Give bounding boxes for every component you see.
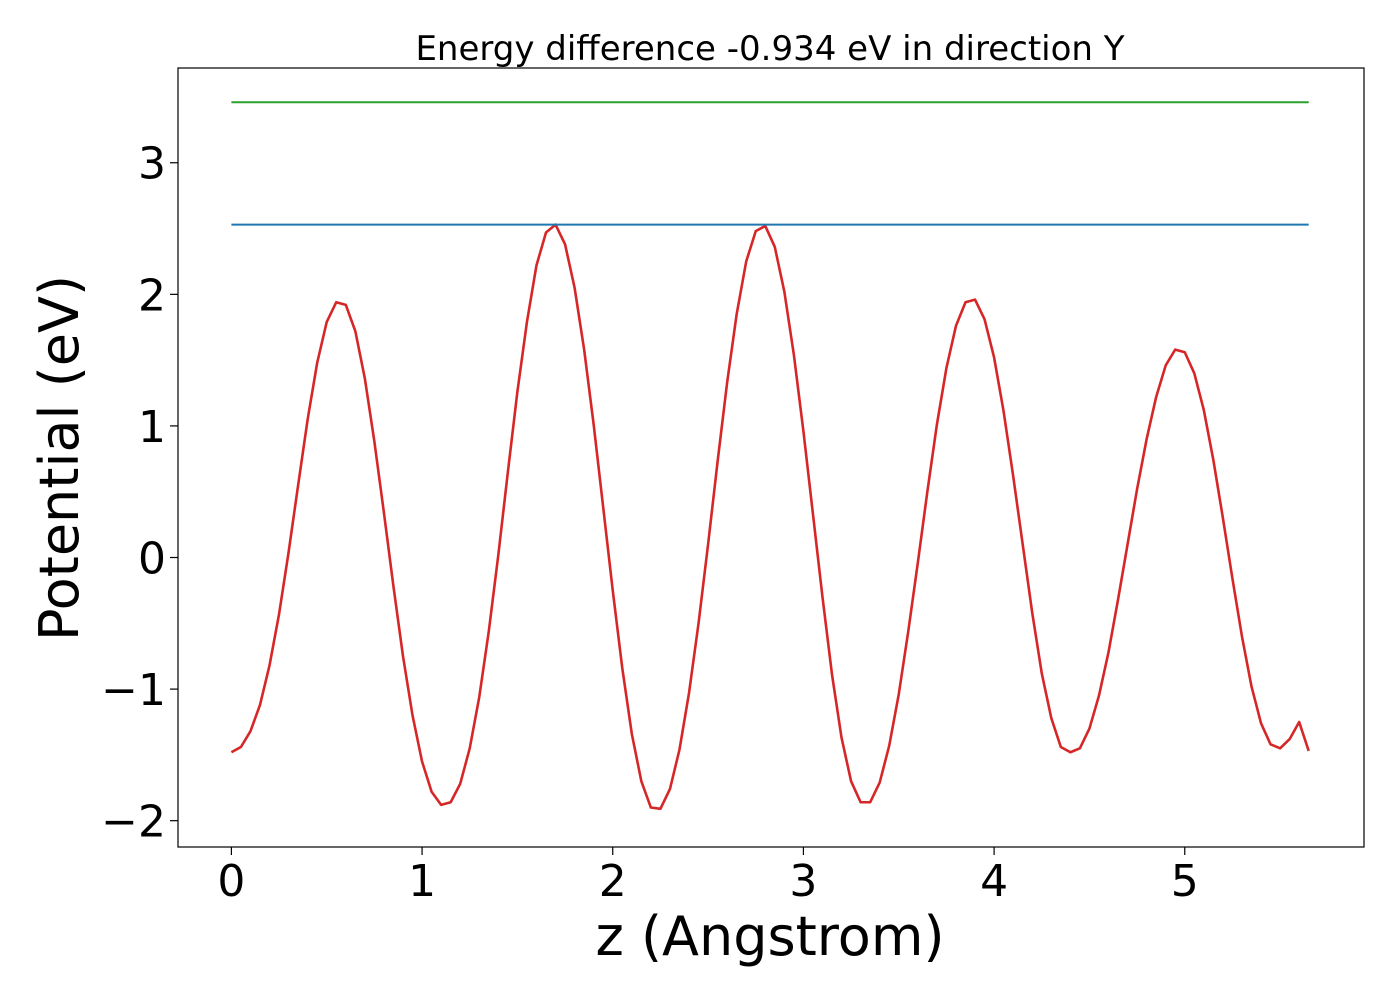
x-axis-ticks: 0 1 2 3 4 5 bbox=[217, 847, 1199, 907]
series-line-0 bbox=[230, 223, 1310, 811]
x-tick-label: 1 bbox=[408, 856, 436, 907]
y-tick-label: 1 bbox=[138, 402, 166, 453]
chart-title: Energy difference -0.934 eV in direction… bbox=[415, 29, 1124, 69]
x-tick-label: 0 bbox=[217, 856, 245, 907]
x-axis-label: z (Angstrom) bbox=[595, 905, 944, 968]
y-axis-label: Potential (eV) bbox=[28, 275, 91, 641]
y-tick-label: 3 bbox=[138, 139, 166, 190]
x-tick-label: 5 bbox=[1171, 856, 1199, 907]
x-tick-label: 4 bbox=[980, 856, 1008, 907]
series-layer bbox=[230, 101, 1310, 811]
y-tick-label: 2 bbox=[138, 270, 166, 321]
y-axis-ticks: −2 −1 0 1 2 3 bbox=[101, 139, 178, 848]
x-tick-label: 3 bbox=[789, 856, 817, 907]
y-tick-label: 0 bbox=[138, 534, 166, 585]
x-tick-label: 2 bbox=[599, 856, 627, 907]
y-tick-label: −2 bbox=[101, 797, 166, 848]
y-tick-label: −1 bbox=[101, 665, 166, 716]
plot-frame bbox=[177, 67, 1365, 848]
